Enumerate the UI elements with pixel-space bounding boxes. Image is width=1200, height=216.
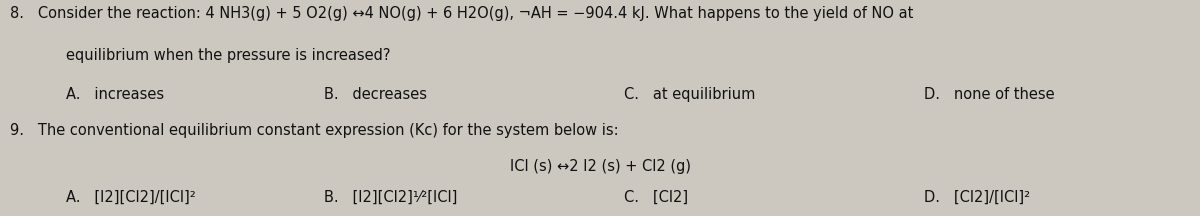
Text: D.   none of these: D. none of these (924, 87, 1055, 102)
Text: C.   at equilibrium: C. at equilibrium (624, 87, 755, 102)
Text: 8.   Consider the reaction: 4 NH3(g) + 5 O2(g) ↔4 NO(g) + 6 H2O(g), ¬AH = −904.4: 8. Consider the reaction: 4 NH3(g) + 5 O… (10, 6, 913, 21)
Text: A.   [I2][Cl2]/[ICl]²: A. [I2][Cl2]/[ICl]² (66, 190, 196, 205)
Text: B.   [I2][Cl2]¹⁄²[ICl]: B. [I2][Cl2]¹⁄²[ICl] (324, 190, 457, 205)
Text: ICl (s) ↔2 I2 (s) + Cl2 (g): ICl (s) ↔2 I2 (s) + Cl2 (g) (510, 159, 690, 174)
Text: D.   [Cl2]/[ICl]²: D. [Cl2]/[ICl]² (924, 190, 1030, 205)
Text: 9.   The conventional equilibrium constant expression (Kc) for the system below : 9. The conventional equilibrium constant… (10, 123, 618, 138)
Text: A.   increases: A. increases (66, 87, 164, 102)
Text: equilibrium when the pressure is increased?: equilibrium when the pressure is increas… (66, 48, 390, 62)
Text: B.   decreases: B. decreases (324, 87, 427, 102)
Text: C.   [Cl2]: C. [Cl2] (624, 190, 688, 205)
